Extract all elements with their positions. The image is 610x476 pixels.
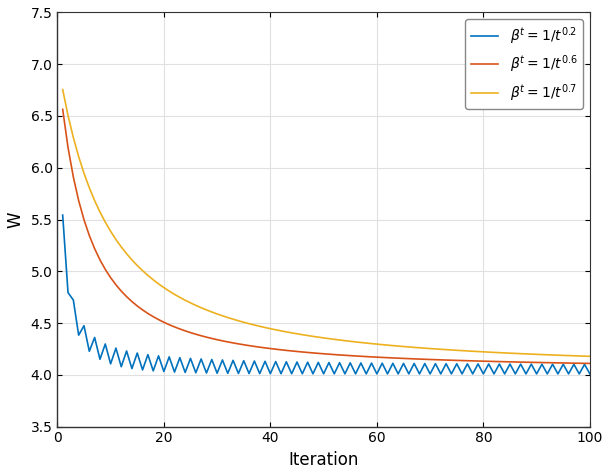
Legend: $\beta^t = 1/t^{0.2}$, $\beta^t = 1/t^{0.6}$, $\beta^t = 1/t^{0.7}$: $\beta^t = 1/t^{0.2}$, $\beta^t = 1/t^{0… (465, 20, 583, 109)
$\beta^t = 1/t^{0.6}$ (559, 360, 567, 366)
$\beta^t = 1/t^{0.7}$ (331, 337, 338, 342)
$\beta^t = 1/t^{0.2}$ (373, 371, 381, 377)
Line: $\beta^t = 1/t^{0.7}$: $\beta^t = 1/t^{0.7}$ (63, 89, 590, 357)
$\beta^t = 1/t^{0.6}$ (182, 328, 189, 334)
$\beta^t = 1/t^{0.2}$ (160, 369, 168, 375)
$\beta^t = 1/t^{0.7}$ (559, 353, 567, 358)
Line: $\beta^t = 1/t^{0.6}$: $\beta^t = 1/t^{0.6}$ (63, 109, 590, 363)
Y-axis label: W: W (7, 211, 25, 228)
$\beta^t = 1/t^{0.2}$ (544, 371, 551, 377)
$\beta^t = 1/t^{0.6}$ (544, 360, 551, 366)
$\beta^t = 1/t^{0.2}$ (559, 361, 567, 367)
$\beta^t = 1/t^{0.7}$ (160, 285, 168, 290)
$\beta^t = 1/t^{0.2}$ (331, 371, 338, 377)
$\beta^t = 1/t^{0.2}$ (59, 212, 66, 218)
$\beta^t = 1/t^{0.7}$ (544, 352, 551, 357)
X-axis label: Iteration: Iteration (289, 451, 359, 469)
$\beta^t = 1/t^{0.2}$ (586, 371, 594, 377)
$\beta^t = 1/t^{0.7}$ (182, 298, 189, 303)
$\beta^t = 1/t^{0.6}$ (59, 107, 66, 112)
$\beta^t = 1/t^{0.7}$ (373, 341, 381, 347)
$\beta^t = 1/t^{0.7}$ (586, 354, 594, 359)
$\beta^t = 1/t^{0.2}$ (182, 369, 189, 375)
$\beta^t = 1/t^{0.6}$ (373, 354, 381, 360)
$\beta^t = 1/t^{0.6}$ (586, 360, 594, 366)
$\beta^t = 1/t^{0.7}$ (59, 87, 66, 92)
$\beta^t = 1/t^{0.6}$ (331, 352, 338, 357)
Line: $\beta^t = 1/t^{0.2}$: $\beta^t = 1/t^{0.2}$ (63, 215, 590, 374)
$\beta^t = 1/t^{0.6}$ (160, 319, 168, 325)
